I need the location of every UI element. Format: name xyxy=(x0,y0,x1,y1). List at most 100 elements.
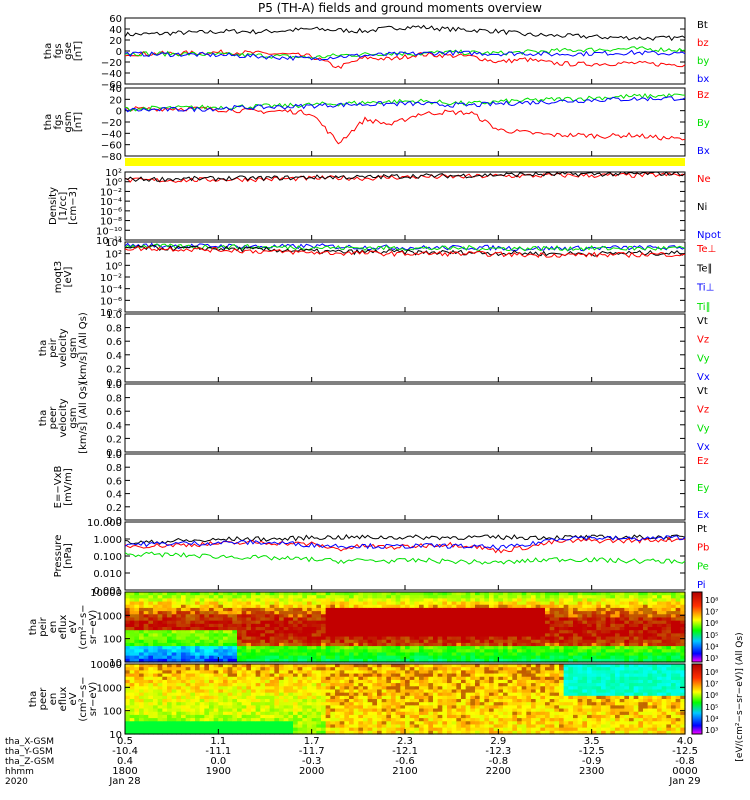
spectrogram-cell xyxy=(279,617,285,622)
spectrogram-cell xyxy=(666,627,672,631)
spectrogram-cell xyxy=(349,670,355,675)
spectrogram-cell xyxy=(391,705,397,710)
spectrogram-cell xyxy=(199,705,205,710)
spectrogram-cell xyxy=(610,623,616,628)
spectrogram-cell xyxy=(549,611,555,615)
spectrogram-cell xyxy=(442,611,448,615)
spectrogram-cell xyxy=(349,664,355,668)
spectrogram-cell xyxy=(199,670,205,675)
spectrogram-cell xyxy=(283,598,289,603)
spectrogram-cell xyxy=(129,652,135,657)
spectrogram-cell xyxy=(153,730,159,735)
spectrogram-cell xyxy=(213,642,219,647)
y-tick-label: 0 xyxy=(116,47,122,58)
spectrogram-cell xyxy=(185,711,191,716)
spectrogram-cell xyxy=(204,642,210,647)
spectrogram-cell xyxy=(596,646,602,650)
spectrogram-cell xyxy=(339,636,345,641)
spectrogram-cell xyxy=(372,686,378,691)
colorbar-tick-label: 10³ xyxy=(705,654,718,663)
spectrogram-cell xyxy=(489,718,495,722)
spectrogram-cell xyxy=(307,692,313,697)
spectrogram-cell xyxy=(549,617,555,622)
spectrogram-cell xyxy=(470,708,476,713)
spectrogram-cell xyxy=(293,721,299,726)
spectrogram-cell xyxy=(559,604,565,609)
spectrogram-cell xyxy=(395,727,401,732)
spectrogram-cell xyxy=(125,639,131,644)
spectrogram-cell xyxy=(330,724,336,729)
spectrogram-cell xyxy=(395,673,401,678)
spectrogram-cell xyxy=(470,658,476,663)
spectrogram-cell xyxy=(517,636,523,641)
spectrogram-cell xyxy=(195,620,201,625)
spectrogram-cell xyxy=(363,670,369,675)
spectrogram-cell xyxy=(302,673,308,678)
spectrogram-cell xyxy=(269,686,275,691)
spectrogram-cell xyxy=(437,708,443,713)
spectrogram-cell xyxy=(302,649,308,654)
spectrogram-cell xyxy=(190,730,196,735)
spectrogram-cell xyxy=(153,595,159,599)
spectrogram-cell xyxy=(549,711,555,716)
spectrogram-cell xyxy=(633,649,639,654)
spectrogram-cell xyxy=(344,598,350,603)
spectrogram-cell xyxy=(335,721,341,726)
spectrogram-cell xyxy=(162,676,168,681)
spectrogram-cell xyxy=(227,607,233,612)
spectrogram-cell xyxy=(433,633,439,638)
spectrogram-cell xyxy=(577,607,583,612)
spectrogram-cell xyxy=(213,727,219,732)
spectrogram-cell xyxy=(493,630,499,634)
spectrogram-cell xyxy=(442,695,448,700)
spectrogram-cell xyxy=(167,595,173,599)
spectrogram-cell xyxy=(372,683,378,687)
spectrogram-cell xyxy=(269,601,275,606)
spectrogram-cell xyxy=(484,705,490,710)
spectrogram-cell xyxy=(498,627,504,631)
spectrogram-cell xyxy=(409,642,415,647)
spectrogram-cell xyxy=(680,601,686,606)
spectrogram-cell xyxy=(297,649,303,654)
spectrogram-cell xyxy=(363,714,369,719)
spectrogram-cell xyxy=(456,673,462,678)
spectrogram-cell xyxy=(395,670,401,675)
spectrogram-cell xyxy=(540,614,546,619)
spectrogram-cell xyxy=(195,627,201,631)
spectrogram-cell xyxy=(428,718,434,722)
spectrogram-cell xyxy=(624,636,630,641)
spectrogram-cell xyxy=(139,633,145,638)
spectrogram-cell xyxy=(167,658,173,663)
spectrogram-cell xyxy=(433,617,439,622)
spectrogram-cell xyxy=(251,667,257,671)
spectrogram-cell xyxy=(489,702,495,706)
spectrogram-cell xyxy=(204,601,210,606)
spectrogram-cell xyxy=(531,598,537,603)
spectrogram-cell xyxy=(381,686,387,691)
spectrogram-cell xyxy=(251,683,257,687)
spectrogram-cell xyxy=(321,592,327,596)
spectrogram-cell xyxy=(311,592,317,596)
spectrogram-cell xyxy=(358,721,364,726)
spectrogram-cell xyxy=(171,721,177,726)
spectrogram-cell xyxy=(386,614,392,619)
spectrogram-cell xyxy=(405,714,411,719)
spectrogram-cell xyxy=(526,689,532,694)
spectrogram-cell xyxy=(549,695,555,700)
spectrogram-cell xyxy=(601,633,607,638)
spectrogram-cell xyxy=(148,702,154,706)
spectrogram-cell xyxy=(209,670,215,675)
spectrogram-cell xyxy=(237,689,243,694)
spectrogram-cell xyxy=(283,627,289,631)
spectrogram-cell xyxy=(479,699,485,703)
spectrogram-cell xyxy=(409,658,415,663)
spectrogram-cell xyxy=(610,655,616,660)
spectrogram-cell xyxy=(512,627,518,631)
spectrogram-cell xyxy=(503,670,509,675)
spectrogram-cell xyxy=(624,620,630,625)
spectrogram-cell xyxy=(372,711,378,716)
spectrogram-cell xyxy=(442,673,448,678)
spectrogram-cell xyxy=(447,708,453,713)
spectrogram-cell xyxy=(134,692,140,697)
spectrogram-cell xyxy=(372,646,378,650)
